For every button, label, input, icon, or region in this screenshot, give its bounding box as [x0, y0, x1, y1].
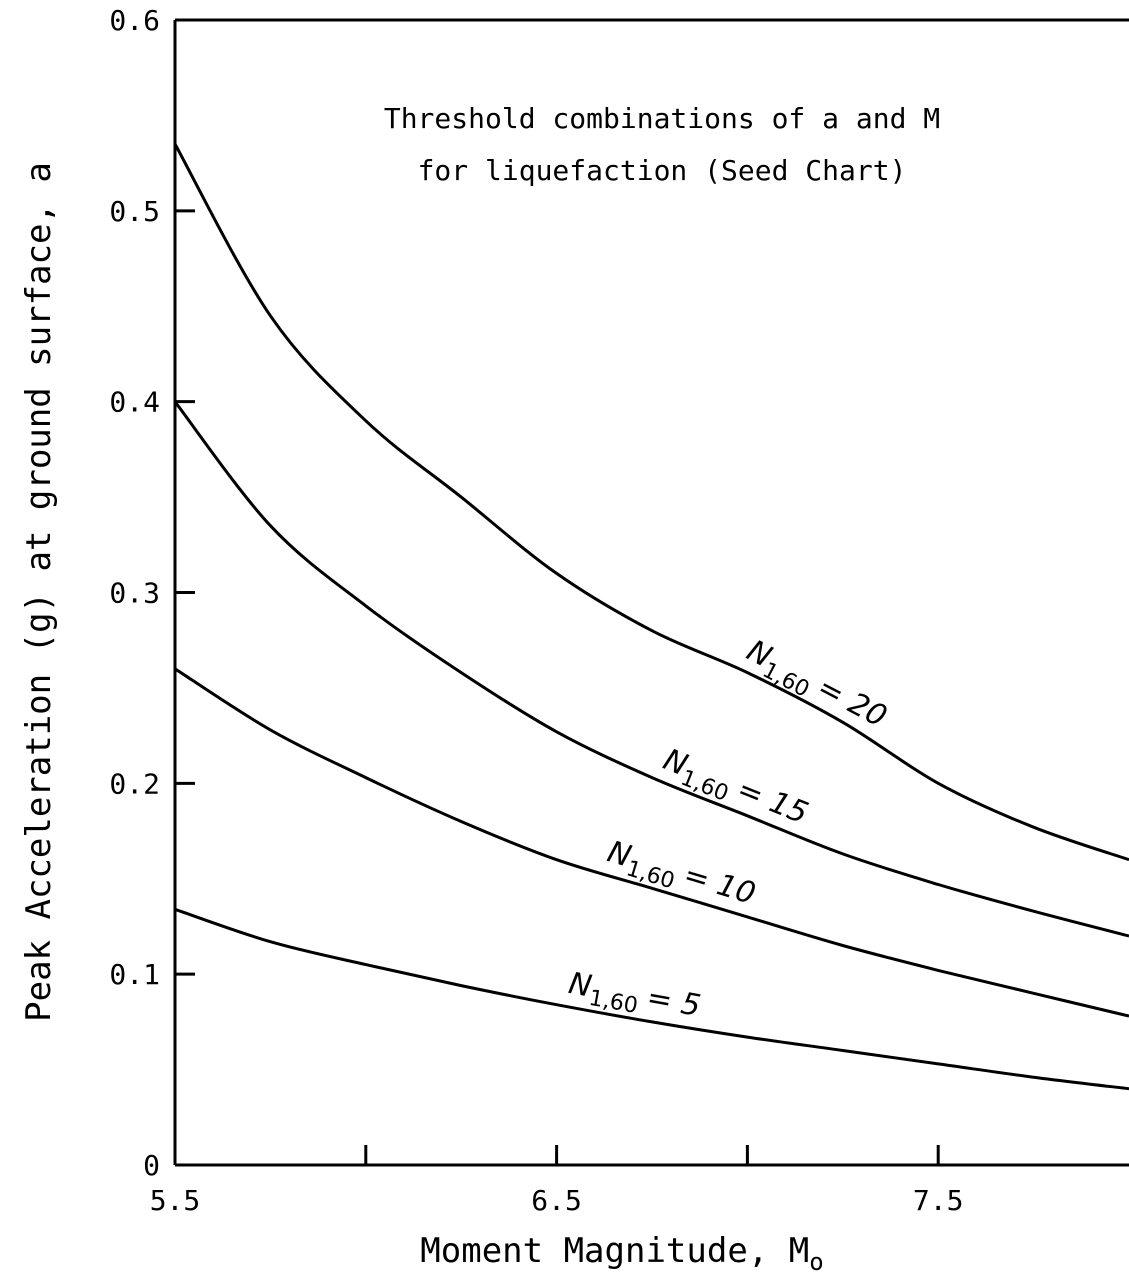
curve-label-sub: 1,60 [587, 986, 640, 1019]
curve-label: N1,60= 15 [656, 742, 813, 837]
x-axis-label-main: Moment Magnitude, M [420, 1231, 809, 1271]
y-tick-label: 0.5 [109, 195, 160, 228]
curve-label-eq: = 20 [812, 670, 893, 735]
y-tick-label: 0 [143, 1149, 160, 1182]
y-tick-label: 0.4 [109, 386, 160, 419]
x-axis-label: Moment Magnitude, Mo [420, 1231, 823, 1276]
chart-subtitle: for liquefaction (Seed Chart) [418, 154, 907, 187]
curve-n20 [173, 143, 1129, 862]
curve-n10 [174, 667, 1129, 1018]
curve-label: N1,60 = 5 [565, 966, 703, 1030]
chart-title: Threshold combinations of a and M [384, 102, 940, 135]
y-tick-label: 0.3 [109, 577, 160, 610]
y-tick-label: 0.2 [109, 767, 160, 800]
x-tick-label: 6.5 [531, 1184, 582, 1217]
x-axis-label-sub: o [809, 1248, 823, 1276]
curve-n5 [174, 907, 1129, 1091]
curve-label-eq: = 10 [680, 857, 760, 911]
x-tick-label: 7.5 [913, 1184, 964, 1217]
curve-label-sub: 1,60 [758, 658, 813, 703]
curve-label-sub: 1,60 [677, 766, 732, 807]
curve-label: N1,60= 10 [602, 835, 760, 918]
y-axis-label: Peak Acceleration (g) at ground surface,… [19, 162, 59, 1022]
curve-label: N1,60= 20 [738, 633, 892, 740]
ticks: 5.5 6.5 7.5 0 0.1 0.2 0.3 0.4 0.5 0.6 [109, 4, 963, 1217]
curve-label-eq: = 5 [644, 980, 703, 1024]
y-tick-label: 0.6 [109, 4, 160, 37]
y-tick-label: 0.1 [109, 958, 160, 991]
curves [173, 143, 1129, 1091]
curve-label-eq: = 15 [732, 772, 813, 832]
x-tick-label: 5.5 [150, 1184, 201, 1217]
curve-n15 [173, 400, 1129, 938]
